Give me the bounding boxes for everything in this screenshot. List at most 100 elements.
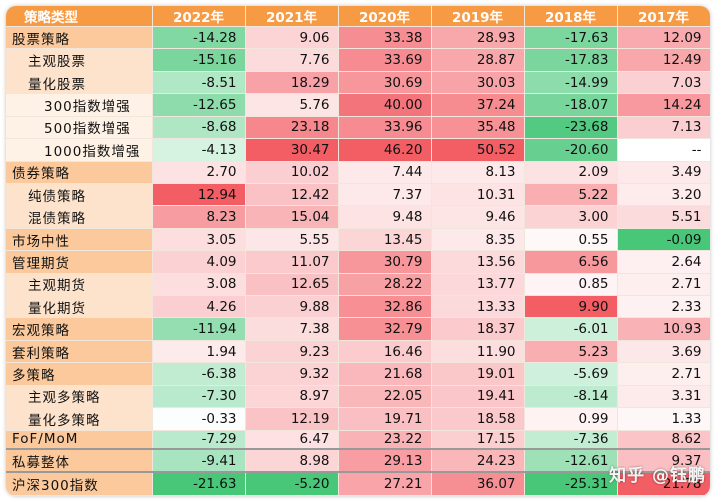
return-cell-2020: 9.48 — [338, 205, 432, 229]
return-cell-2022: -14.28 — [152, 26, 246, 50]
return-cell-2020: 13.45 — [338, 228, 432, 252]
return-cell-2017: 3.20 — [617, 183, 710, 207]
strategy-name-cell: 1000指数增强 — [6, 138, 153, 162]
return-cell-2017: 2.33 — [617, 295, 710, 319]
return-cell-2017: 8.62 — [617, 430, 710, 450]
return-cell-2022: 1.94 — [152, 340, 246, 364]
return-cell-2018: -7.36 — [524, 430, 618, 450]
strategy-name-cell: 主观股票 — [6, 48, 153, 72]
return-cell-2017: 2.71 — [617, 362, 710, 386]
return-cell-2018: -18.07 — [524, 93, 618, 117]
return-cell-2022: -6.38 — [152, 362, 246, 386]
strategy-name-cell: 管理期货 — [6, 250, 153, 274]
return-cell-2019: 37.24 — [431, 93, 525, 117]
header-year-2017: 2017年 — [617, 6, 710, 27]
return-cell-2018: 0.55 — [524, 228, 618, 252]
return-cell-2019: 13.33 — [431, 295, 525, 319]
table-row: 500指数增强 -8.68 23.18 33.96 35.48 -23.68 7.13 — [6, 116, 710, 140]
table-row: 混债策略 8.23 15.04 9.48 9.46 3.00 5.51 — [6, 205, 710, 229]
return-cell-2019: 19.01 — [431, 362, 525, 386]
return-cell-2022: -11.94 — [152, 317, 246, 341]
return-cell-2020: 30.79 — [338, 250, 432, 274]
return-cell-2018: 5.22 — [524, 183, 618, 207]
return-cell-2022: -9.41 — [152, 448, 246, 474]
table-row: 管理期货 4.09 11.07 30.79 13.56 6.56 2.64 — [6, 250, 710, 274]
return-cell-2019: 19.41 — [431, 385, 525, 409]
return-cell-2021: 12.42 — [245, 183, 339, 207]
strategy-name-cell: 债券策略 — [6, 161, 153, 184]
return-cell-2021: 9.06 — [245, 26, 339, 50]
return-cell-2018: -12.61 — [524, 448, 618, 474]
return-cell-2017: 7.03 — [617, 71, 710, 95]
return-cell-2017: 10.93 — [617, 317, 710, 341]
return-cell-2020: 28.22 — [338, 273, 432, 297]
table-row: 沪深300指数 -21.63 -5.20 27.21 36.07 -25.31 21.78 — [6, 472, 710, 496]
return-cell-2021: 30.47 — [245, 138, 339, 162]
return-cell-2020: 33.38 — [338, 26, 432, 50]
return-cell-2020: 7.44 — [338, 161, 432, 184]
return-cell-2019: 10.31 — [431, 183, 525, 207]
return-cell-2019: 13.77 — [431, 273, 525, 297]
return-cell-2017: -- — [617, 138, 710, 162]
return-cell-2017: 3.49 — [617, 161, 710, 184]
table-row: 量化多策略 -0.33 12.19 19.71 18.58 0.99 1.33 — [6, 407, 710, 431]
return-cell-2019: 50.52 — [431, 138, 525, 162]
return-cell-2020: 46.20 — [338, 138, 432, 162]
return-cell-2020: 40.00 — [338, 93, 432, 117]
return-cell-2019: 8.35 — [431, 228, 525, 252]
return-cell-2019: 36.07 — [431, 472, 525, 496]
return-cell-2017: 9.37 — [617, 448, 710, 474]
strategy-name-cell: 多策略 — [6, 362, 153, 386]
return-cell-2018: -5.69 — [524, 362, 618, 386]
header-year-2021: 2021年 — [245, 6, 339, 27]
return-cell-2020: 33.69 — [338, 48, 432, 72]
return-cell-2022: -4.13 — [152, 138, 246, 162]
table-row: 主观期货 3.08 12.65 28.22 13.77 0.85 2.71 — [6, 273, 710, 297]
return-cell-2018: 6.56 — [524, 250, 618, 274]
return-cell-2021: 12.65 — [245, 273, 339, 297]
return-cell-2021: 7.76 — [245, 48, 339, 72]
return-cell-2021: 6.47 — [245, 430, 339, 450]
return-cell-2017: 5.51 — [617, 205, 710, 229]
strategy-returns-table: 策略类型 2022年 2021年 2020年 2019年 2018年 2017年… — [6, 6, 710, 496]
return-cell-2019: 18.37 — [431, 317, 525, 341]
return-cell-2019: 17.15 — [431, 430, 525, 450]
return-cell-2018: -17.83 — [524, 48, 618, 72]
table-row: 市场中性 3.05 5.55 13.45 8.35 0.55 -0.09 — [6, 228, 710, 252]
watermark-text: 知乎 @钰鹏 — [609, 466, 706, 486]
return-cell-2021: 12.19 — [245, 407, 339, 431]
return-cell-2022: -21.63 — [152, 472, 246, 496]
return-cell-2021: 9.32 — [245, 362, 339, 386]
table-row: 纯债策略 12.94 12.42 7.37 10.31 5.22 3.20 — [6, 183, 710, 207]
header-year-2022: 2022年 — [152, 6, 246, 27]
strategy-name-cell: 500指数增强 — [6, 116, 153, 140]
strategy-name-cell: 量化期货 — [6, 295, 153, 319]
return-cell-2022: -0.33 — [152, 407, 246, 431]
return-cell-2021: 8.98 — [245, 448, 339, 474]
return-cell-2019: 11.90 — [431, 340, 525, 364]
return-cell-2019: 28.93 — [431, 26, 525, 50]
return-cell-2020: 33.96 — [338, 116, 432, 140]
table-row: 套利策略 1.94 9.23 16.46 11.90 5.23 3.69 — [6, 340, 710, 364]
strategy-name-cell: 300指数增强 — [6, 93, 153, 117]
return-cell-2020: 22.05 — [338, 385, 432, 409]
table-row: FoF/MoM -7.29 6.47 23.22 17.15 -7.36 8.62 — [6, 430, 710, 450]
return-cell-2017: 3.69 — [617, 340, 710, 364]
table-row: 股票策略 -14.28 9.06 33.38 28.93 -17.63 12.09 — [6, 26, 710, 50]
return-cell-2022: 8.23 — [152, 205, 246, 229]
return-cell-2021: 7.38 — [245, 317, 339, 341]
return-cell-2020: 27.21 — [338, 472, 432, 496]
return-cell-2017: 21.78 — [617, 472, 710, 496]
return-cell-2022: -12.65 — [152, 93, 246, 117]
table-row: 宏观策略 -11.94 7.38 32.79 18.37 -6.01 10.93 — [6, 317, 710, 341]
table-row: 私募整体 -9.41 8.98 29.13 24.23 -12.61 9.37 — [6, 448, 710, 474]
header-year-2019: 2019年 — [431, 6, 525, 27]
return-cell-2017: 14.24 — [617, 93, 710, 117]
return-cell-2018: 5.23 — [524, 340, 618, 364]
header-strategy-type: 策略类型 — [6, 6, 153, 27]
return-cell-2021: 5.55 — [245, 228, 339, 252]
return-cell-2018: 3.00 — [524, 205, 618, 229]
return-cell-2017: 2.71 — [617, 273, 710, 297]
return-cell-2020: 32.86 — [338, 295, 432, 319]
return-cell-2021: 9.23 — [245, 340, 339, 364]
